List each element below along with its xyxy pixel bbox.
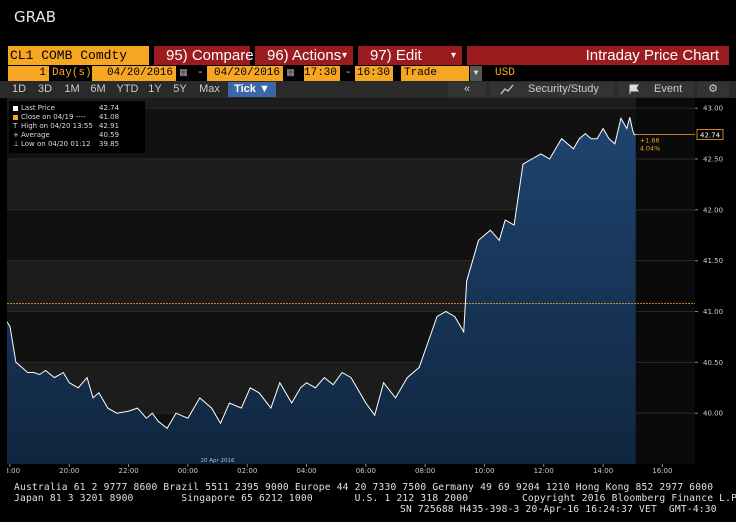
period-ytd[interactable]: YTD	[116, 83, 139, 95]
date-range-dash: -	[197, 67, 204, 79]
period-max[interactable]: Max	[199, 83, 220, 95]
legend-marker-average: +	[13, 131, 19, 139]
x-tick-label: 12:00	[534, 467, 554, 475]
x-tick-label: 10:00	[474, 467, 494, 475]
y-tick-label: 41.50	[703, 257, 723, 265]
x-tick-label: 00:00	[178, 467, 198, 475]
end-time-input[interactable]: 16:30	[355, 66, 393, 81]
edit-button[interactable]: 97) Edit ▾	[358, 46, 462, 65]
footer-contacts-line1: Australia 61 2 9777 8600 Brazil 5511 239…	[14, 482, 714, 493]
legend-value: 39.85	[99, 140, 120, 148]
event-button[interactable]: Event	[618, 82, 694, 97]
legend-marker-low: ⊥	[13, 140, 20, 148]
end-date-input[interactable]: 04/20/2016	[207, 66, 283, 81]
x-tick-label: 22:00	[118, 467, 138, 475]
start-date-input[interactable]: 04/20/2016	[92, 66, 176, 81]
after-hours-region	[635, 98, 695, 464]
legend-close: Close on 04/19 ----	[13, 113, 86, 121]
x-tick-label: 04:00	[296, 467, 316, 475]
footer-serial-line: SN 725688 H435-398-3 20-Apr-16 16:24:37 …	[400, 504, 717, 515]
y-axis-area	[695, 98, 729, 464]
price-area-fill	[7, 117, 636, 465]
legend-high: T High on 04/20 13:55	[13, 122, 93, 130]
compare-button[interactable]: 95) Compare	[154, 46, 254, 65]
time-range-dash: -	[345, 67, 352, 79]
gear-icon: ⚙	[708, 83, 718, 95]
chart-title: Intraday Price Chart	[467, 46, 729, 65]
legend-label: Close on 04/19 ----	[21, 113, 86, 121]
legend-value: 42.74	[99, 104, 120, 112]
y-tick-label: 41.00	[703, 308, 723, 316]
legend-average: + Average	[13, 131, 50, 139]
legend-label: High on 04/20 13:55	[21, 122, 93, 130]
last-price-box	[696, 129, 724, 141]
y-tick-label: 42.50	[703, 156, 723, 164]
y-tick-label: 40.00	[703, 410, 723, 418]
change-abs-label: +1.66	[640, 137, 660, 145]
y-tick-label: 42.00	[703, 206, 723, 214]
actions-caret-icon: ▾	[341, 50, 347, 61]
period-unit-label: Day(s)	[52, 67, 92, 79]
x-tick-label: 20:00	[59, 467, 79, 475]
calendar-icon[interactable]: ▦	[179, 68, 188, 78]
actions-label: 96) Actions	[267, 47, 342, 64]
period-1y[interactable]: 1Y	[148, 83, 162, 95]
x-tick-label: 06:00	[356, 467, 376, 475]
security-study-label: Security/Study	[528, 83, 599, 95]
legend-marker-high: T	[13, 122, 18, 130]
chart-svg: +1.664.04% 43.00 42.50 42.00 41.50 41.00 40.50…	[7, 98, 729, 476]
line-chart-icon	[500, 84, 514, 95]
period-6m[interactable]: 6M	[90, 83, 106, 95]
currency-label: USD	[495, 67, 515, 79]
calendar-icon[interactable]: ▦	[286, 68, 295, 78]
mode-select[interactable]: Trade	[401, 66, 469, 81]
legend-label: Average	[21, 131, 50, 139]
period-5y[interactable]: 5Y	[173, 83, 187, 95]
edit-caret-icon: ▾	[450, 50, 456, 61]
x-tick-label: 18:00	[7, 467, 20, 475]
legend-low: ⊥ Low on 04/20 01:12	[13, 140, 91, 148]
legend-last-price: Last Price	[13, 104, 55, 112]
x-tick-label: 14:00	[593, 467, 613, 475]
legend-label: Last Price	[21, 104, 55, 112]
period-1d[interactable]: 1D	[11, 83, 27, 95]
period-3d[interactable]: 3D	[37, 83, 53, 95]
period-1m[interactable]: 1M	[64, 83, 80, 95]
edit-label: 97) Edit	[370, 47, 422, 64]
date-label: 20 Apr 2016	[201, 458, 236, 464]
y-tick-label: 40.50	[703, 359, 723, 367]
back-button[interactable]: «	[448, 82, 486, 97]
start-time-input[interactable]: 17:30	[304, 66, 340, 81]
y-tick-label: 43.00	[703, 105, 723, 113]
flag-icon	[629, 84, 639, 94]
settings-button[interactable]: ⚙	[697, 82, 729, 97]
actions-button[interactable]: 96) Actions ▾	[255, 46, 353, 65]
chart-legend: Last Price 42.74 Close on 04/19 ---- 41.…	[9, 101, 145, 153]
legend-marker-orange	[13, 114, 18, 120]
change-pct-label: 4.04%	[640, 145, 661, 153]
last-price-label: 42.74	[700, 132, 721, 140]
period-count-input[interactable]: 1	[8, 66, 49, 81]
legend-marker-white	[13, 105, 18, 111]
event-label: Event	[654, 83, 683, 95]
app-title: GRAB	[14, 8, 56, 26]
x-tick-label: 16:00	[652, 467, 672, 475]
intraday-chart: +1.66 4.04% 43.00 42.50 42.00 41.50 41.00 40.50…	[7, 98, 729, 476]
x-tick-label: 02:00	[237, 467, 257, 475]
legend-label: Low on 04/20 01:12	[21, 140, 91, 148]
legend-value: 41.08	[99, 113, 120, 121]
tick-dropdown[interactable]: Tick ▼	[228, 82, 276, 97]
legend-value: 42.91	[99, 122, 120, 130]
mode-dropdown-icon[interactable]: ▼	[470, 66, 482, 81]
x-tick-label: 08:00	[415, 467, 435, 475]
price-line	[7, 116, 636, 430]
legend-value: 40.59	[99, 131, 120, 139]
security-ticker-field[interactable]: CL1 COMB Comdty	[8, 46, 149, 65]
security-study-button[interactable]: Security/Study	[490, 82, 614, 97]
grid-band	[7, 98, 695, 109]
footer-contacts-line2: Japan 81 3 3201 8900 Singapore 65 6212 1…	[14, 493, 736, 504]
